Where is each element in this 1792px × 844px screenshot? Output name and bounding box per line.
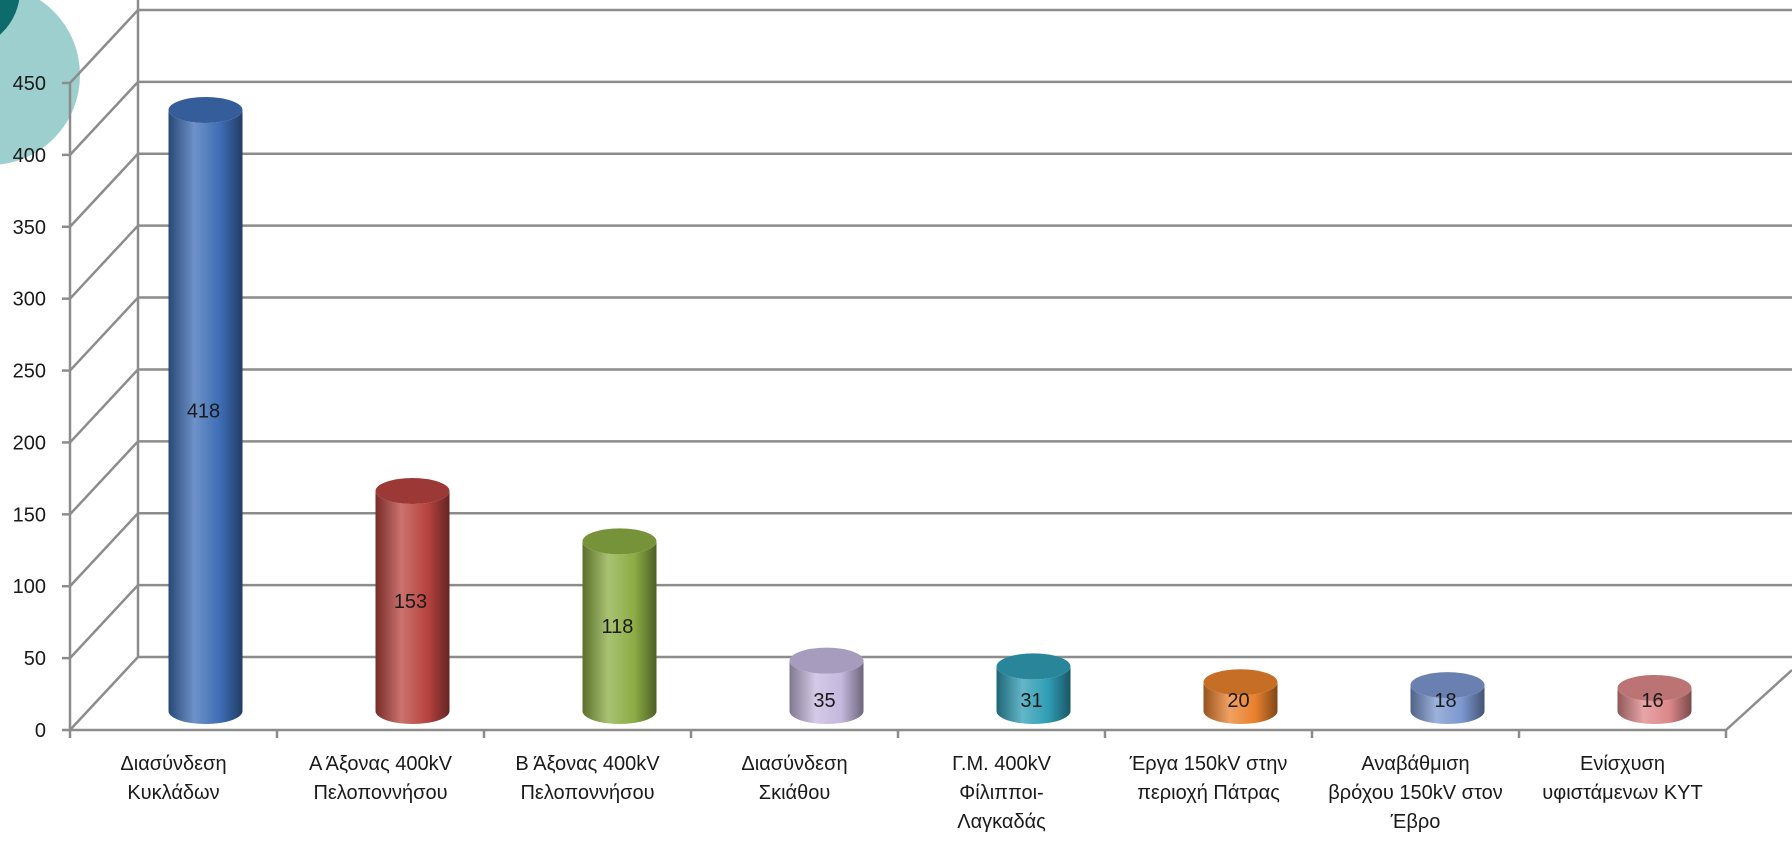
bar-top-cap xyxy=(1203,669,1278,696)
bar: 35 xyxy=(789,647,864,725)
bar-value-label: 31 xyxy=(1020,690,1042,712)
x-category-label: Γ.Μ. 400kV Φίλιπποι-Λαγκαδάς xyxy=(952,753,1052,833)
bar: 18 xyxy=(1410,672,1485,725)
x-category-label: Διασύνδεση Σκιάθου xyxy=(741,753,847,804)
y-tick-label: 450 xyxy=(13,73,46,95)
bar-body xyxy=(375,491,450,725)
bar-body xyxy=(1617,687,1692,725)
bar-body xyxy=(582,541,657,725)
gridline-diagonal xyxy=(69,440,139,516)
gridline-diagonal xyxy=(69,81,139,156)
bar-body xyxy=(789,660,864,725)
x-category-label: Β Άξονας 400kV Πελοποννήσου xyxy=(515,753,660,804)
bar-value-label: 16 xyxy=(1641,690,1663,712)
bar-value-label: 153 xyxy=(394,591,427,613)
y-tick-label: 0 xyxy=(35,720,46,742)
bar-top-cap xyxy=(996,653,1071,680)
bars: 418 153 118 35 31 20 18 16 xyxy=(168,97,1692,725)
x-axis-category-labels: Διασύνδεση Κυκλάδων Α Άξονας 400kV Πελοπονν… xyxy=(120,753,1702,833)
bar-body xyxy=(1203,682,1278,725)
x-category-label: Διασύνδεση Κυκλάδων xyxy=(120,753,226,804)
gridline-diagonal xyxy=(69,368,139,444)
bar-value-label: 35 xyxy=(813,690,835,712)
bar: 20 xyxy=(1203,669,1278,725)
chart-axes xyxy=(68,83,1792,738)
y-tick-label: 50 xyxy=(24,648,46,670)
bar-body xyxy=(168,110,243,725)
x-category-label: Ενίσχυση υφιστάμενων ΚΥΤ xyxy=(1542,753,1702,804)
bar-top-cap xyxy=(789,647,864,674)
y-tick-label: 150 xyxy=(13,504,46,526)
gridline-diagonal xyxy=(69,512,139,588)
bar-body xyxy=(1410,685,1485,725)
bar: 153 xyxy=(375,478,450,725)
floor-right-edge xyxy=(1725,669,1792,731)
y-tick-label: 250 xyxy=(13,361,46,383)
decorative-circle-light xyxy=(0,0,80,165)
bar: 31 xyxy=(996,653,1071,725)
bar-value-label: 418 xyxy=(187,401,220,423)
decorative-circle-dark xyxy=(0,0,20,35)
y-tick-label: 200 xyxy=(13,432,46,454)
decorative-circle-graphic xyxy=(0,0,80,165)
bar-body xyxy=(996,666,1071,725)
bar-top-cap xyxy=(1410,672,1485,699)
chart-gridlines xyxy=(69,0,1792,659)
bar-value-label: 118 xyxy=(602,616,634,638)
y-tick-label: 300 xyxy=(13,289,46,311)
bar: 118 xyxy=(582,528,657,725)
gridline-diagonal xyxy=(69,152,139,228)
x-category-label: Α Άξονας 400kV Πελοποννήσου xyxy=(309,753,453,804)
y-tick-label: 400 xyxy=(13,145,46,167)
x-category-label: Αναβάθμιση βρόχου 150kV στον Έβρο xyxy=(1328,753,1502,833)
gridline-diagonal xyxy=(69,9,139,84)
x-category-label: Έργα 150kV στην περιοχή Πάτρας xyxy=(1129,753,1288,804)
bar-value-label: 18 xyxy=(1434,690,1456,712)
bar-top-cap xyxy=(375,478,450,505)
floor-left-edge xyxy=(69,656,139,731)
bar: 16 xyxy=(1617,674,1692,725)
bar-top-cap xyxy=(168,97,243,124)
y-axis-tick-labels: 0 50 100 150 200 250 300 350 400 450 xyxy=(13,73,70,742)
bar-value-label: 20 xyxy=(1227,690,1249,712)
bar: 418 xyxy=(168,97,243,725)
gridline-diagonal xyxy=(69,584,139,659)
gridline-diagonal xyxy=(69,224,139,300)
gridline-diagonal xyxy=(69,296,139,372)
bar-top-cap xyxy=(582,528,657,555)
y-tick-label: 100 xyxy=(13,576,46,598)
y-tick-label: 350 xyxy=(13,217,46,239)
bar-top-cap xyxy=(1617,674,1692,701)
